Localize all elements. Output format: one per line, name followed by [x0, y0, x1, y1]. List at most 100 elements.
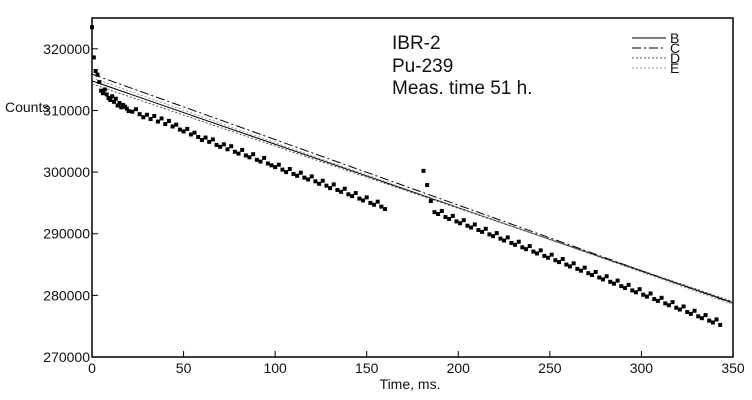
data-point: [688, 311, 693, 316]
data-point: [600, 277, 605, 282]
data-point: [199, 138, 204, 143]
data-point: [608, 279, 613, 284]
data-point: [188, 132, 193, 137]
data-point: [192, 130, 197, 135]
data-point: [498, 236, 503, 241]
data-point: [666, 303, 671, 308]
y-tick-label: 280000: [43, 287, 90, 303]
y-axis-title: Counts: [5, 99, 49, 115]
data-point: [295, 173, 300, 178]
data-point: [589, 273, 594, 278]
data-point: [549, 252, 554, 257]
data-point: [604, 274, 609, 279]
data-point: [99, 88, 104, 93]
data-point: [144, 112, 149, 117]
data-point: [177, 127, 182, 132]
data-point: [346, 192, 351, 197]
x-tick-label: 0: [88, 360, 96, 376]
data-point: [578, 268, 583, 273]
data-point: [185, 126, 190, 131]
data-point: [527, 244, 532, 249]
data-point: [324, 183, 329, 188]
fit-line-c: [91, 73, 734, 304]
data-point: [494, 231, 499, 236]
annotation-facility: IBR-2: [392, 33, 441, 54]
data-point: [265, 161, 270, 166]
y-tick-label: 320000: [43, 41, 90, 57]
data-point: [364, 195, 369, 200]
data-point: [641, 292, 646, 297]
data-point: [524, 247, 529, 252]
data-point: [196, 134, 201, 139]
data-point: [568, 264, 573, 269]
data-point: [428, 199, 433, 204]
data-point: [225, 147, 230, 152]
annotation-block: IBR-2 Pu-239 Meas. time 51 h.: [392, 33, 532, 99]
data-point: [119, 105, 124, 110]
data-point: [309, 174, 314, 179]
data-point: [582, 265, 587, 270]
data-point: [692, 308, 697, 313]
data-point: [502, 238, 507, 243]
data-point: [542, 253, 547, 258]
data-point: [115, 103, 120, 108]
data-point: [615, 278, 620, 283]
y-tick-label: 290000: [43, 226, 90, 242]
data-point: [663, 301, 668, 306]
data-point: [487, 232, 492, 237]
x-tick-label: 250: [538, 360, 562, 376]
data-point: [513, 242, 518, 247]
data-point: [97, 80, 102, 85]
data-point: [516, 239, 521, 244]
data-point: [379, 204, 384, 209]
data-point: [320, 178, 325, 183]
data-point: [586, 271, 591, 276]
data-point: [350, 194, 355, 199]
data-point: [375, 199, 380, 204]
data-point: [298, 170, 303, 175]
data-point: [450, 213, 455, 218]
data-point: [538, 248, 543, 253]
data-point: [108, 97, 113, 102]
data-point: [163, 122, 168, 127]
data-point: [443, 215, 448, 220]
data-point: [699, 316, 704, 321]
legend-label-b: B: [670, 30, 679, 46]
data-point: [593, 269, 598, 274]
data-point: [655, 298, 660, 303]
plot-frame: [91, 17, 734, 358]
data-point: [557, 260, 562, 265]
annotation-meas-time: Meas. time 51 h.: [392, 78, 532, 99]
data-point: [670, 300, 675, 305]
data-point: [597, 275, 602, 280]
data-point: [531, 249, 536, 254]
data-point: [458, 221, 463, 226]
data-point: [251, 152, 256, 157]
data-points: [90, 25, 723, 327]
legend-label-d: D: [670, 50, 680, 66]
data-point: [491, 234, 496, 239]
data-point: [571, 261, 576, 266]
data-point: [170, 124, 175, 129]
data-point: [659, 295, 664, 300]
annotation-isotope: Pu-239: [392, 56, 453, 77]
data-point: [644, 294, 649, 299]
data-point: [214, 142, 219, 147]
data-point: [611, 281, 616, 286]
data-point: [262, 155, 267, 160]
data-point: [247, 155, 252, 160]
data-point: [630, 288, 635, 293]
data-point: [110, 94, 115, 99]
y-tick-label: 270000: [43, 349, 90, 365]
x-tick-label: 300: [630, 360, 654, 376]
data-point: [313, 179, 318, 184]
data-point: [181, 129, 186, 134]
data-point: [509, 240, 514, 245]
x-tick-label: 100: [263, 360, 287, 376]
data-point: [174, 122, 179, 127]
data-point: [148, 117, 153, 122]
data-point: [707, 318, 712, 323]
y-tick-label: 300000: [43, 164, 90, 180]
